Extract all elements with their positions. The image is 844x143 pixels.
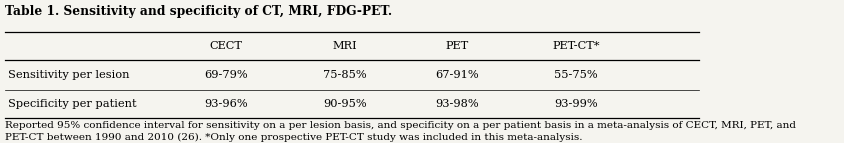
- Text: 69-79%: 69-79%: [204, 70, 247, 80]
- Text: 93-99%: 93-99%: [555, 99, 598, 109]
- Text: 75-85%: 75-85%: [323, 70, 366, 80]
- Text: Sensitivity per lesion: Sensitivity per lesion: [8, 70, 130, 80]
- Text: 55-75%: 55-75%: [555, 70, 598, 80]
- Text: Reported 95% confidence interval for sensitivity on a per lesion basis, and spec: Reported 95% confidence interval for sen…: [5, 121, 796, 130]
- Text: PET-CT*: PET-CT*: [553, 41, 600, 51]
- Text: CECT: CECT: [209, 41, 242, 51]
- Text: PET: PET: [446, 41, 468, 51]
- Text: 93-96%: 93-96%: [204, 99, 247, 109]
- Text: Specificity per patient: Specificity per patient: [8, 99, 137, 109]
- Text: PET-CT between 1990 and 2010 (26). *Only one prospective PET-CT study was includ: PET-CT between 1990 and 2010 (26). *Only…: [5, 133, 582, 142]
- Text: MRI: MRI: [333, 41, 357, 51]
- Text: 67-91%: 67-91%: [436, 70, 479, 80]
- Text: 90-95%: 90-95%: [323, 99, 366, 109]
- Text: Table 1. Sensitivity and specificity of CT, MRI, FDG-PET.: Table 1. Sensitivity and specificity of …: [5, 5, 392, 18]
- Text: 93-98%: 93-98%: [436, 99, 479, 109]
